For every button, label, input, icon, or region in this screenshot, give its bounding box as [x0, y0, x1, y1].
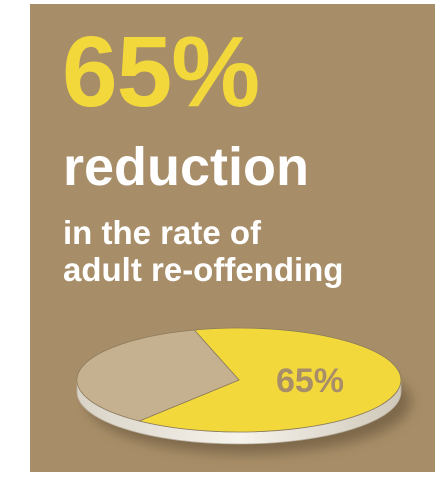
- headline-subhead: reduction: [63, 137, 310, 197]
- pie-slice-1: [138, 327, 402, 433]
- description-line-1: in the rate of: [63, 214, 262, 251]
- pie-slice-2: [76, 329, 240, 422]
- description-line-2: adult re-offending: [63, 251, 344, 288]
- headline-percentage: 65%: [62, 16, 260, 128]
- headline-description: in the rate of adult re-offending: [63, 214, 343, 288]
- pie-slice-label: 65%: [276, 362, 344, 400]
